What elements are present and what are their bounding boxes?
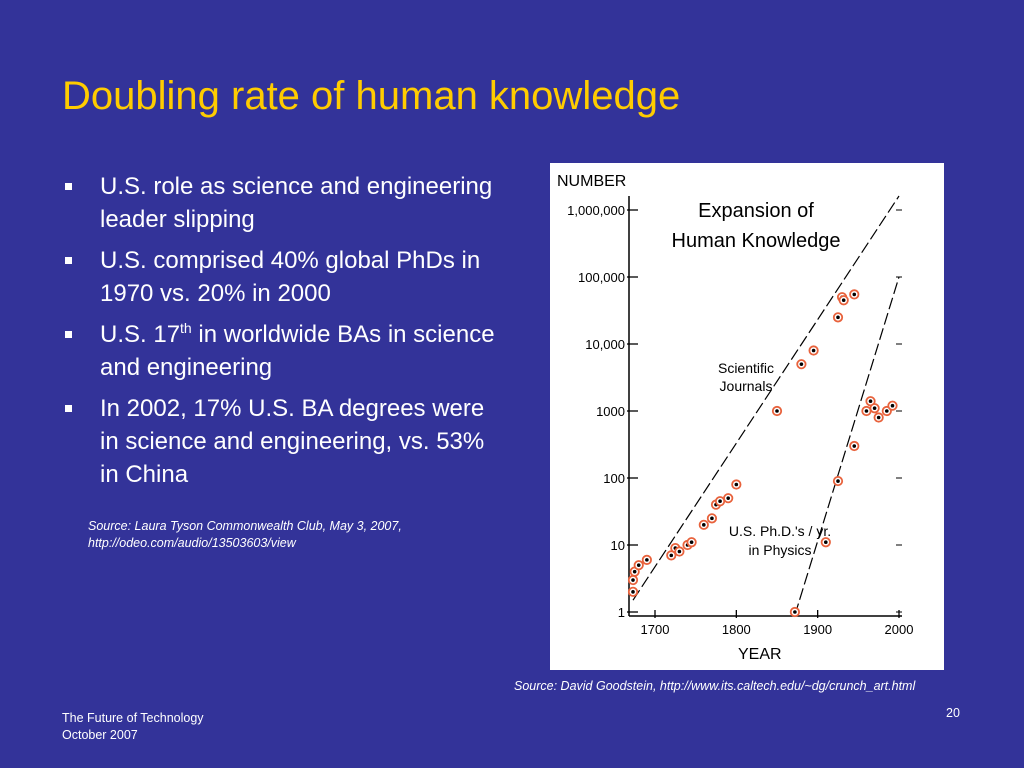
journals-data-point-center [734, 482, 739, 487]
series-label-phds: in Physics [748, 542, 811, 558]
y-tick-label: 100,000 [578, 270, 625, 285]
y-axis-label: NUMBER [557, 173, 626, 190]
series-label-journals: Journals [720, 378, 773, 394]
journals-data-point-center [836, 315, 840, 320]
journals-data-point-center [852, 292, 857, 297]
source-citation-url: http://odeo.com/audio/13503603/view [88, 536, 296, 550]
series-label-phds: U.S. Ph.D.'s / yr. [729, 523, 831, 539]
journals-data-point-center [631, 590, 635, 594]
square-bullet-icon [65, 405, 72, 412]
journals-data-point-center [677, 549, 682, 554]
square-bullet-icon [65, 331, 72, 338]
journals-data-point-center [726, 496, 730, 500]
x-tick-label: 1900 [803, 622, 832, 637]
footer-title: The Future of Technology [62, 711, 204, 725]
phds-data-point-center [824, 540, 828, 545]
source-citation: Source: Laura Tyson Commonwealth Club, M… [88, 518, 468, 552]
slide-title: Doubling rate of human knowledge [62, 74, 681, 118]
bullet-text-prefix: U.S. 17 [100, 321, 181, 348]
bullet-text: U.S. comprised 40% global PhDs in 1970 v… [100, 247, 481, 307]
y-tick-label: 10 [611, 538, 625, 553]
chart-source-citation: Source: David Goodstein, http://www.its.… [514, 679, 916, 693]
bullet-text: U.S. role as science and engineering lea… [100, 173, 493, 233]
x-tick-label: 2000 [885, 622, 914, 637]
journals-data-point-center [841, 298, 846, 303]
chart-svg: NUMBER YEAR Expansion of Human Knowledge… [557, 173, 914, 663]
journals-data-point-center [631, 578, 635, 582]
chart-title-line: Expansion of [698, 200, 814, 222]
bullet-item: U.S. comprised 40% global PhDs in 1970 v… [62, 244, 502, 310]
page-number: 20 [946, 706, 960, 720]
journals-data-point-center [811, 348, 816, 353]
bullet-text: In 2002, 17% U.S. BA degrees were in sci… [100, 395, 485, 488]
journals-data-point-center [669, 553, 674, 558]
y-tick-label: 1 [618, 605, 625, 620]
journals-data-point-center [645, 558, 649, 562]
phds-data-point-center [876, 415, 881, 420]
phds-data-point-center [793, 610, 797, 614]
journals-data-point-center [799, 362, 804, 366]
y-tick-label: 10,000 [585, 337, 625, 352]
journals-data-point-center [636, 563, 641, 567]
y-tick-label: 100 [603, 471, 625, 486]
source-citation-line: Source: Laura Tyson Commonwealth Club, M… [88, 519, 402, 533]
series-label-journals: Scientific [718, 360, 774, 376]
journals-trend-line [632, 195, 900, 601]
journals-data-point-center [702, 523, 706, 527]
phds-data-point-center [885, 409, 889, 413]
y-tick-label: 1,000,000 [567, 203, 625, 218]
square-bullet-icon [65, 257, 72, 264]
knowledge-chart: NUMBER YEAR Expansion of Human Knowledge… [550, 163, 944, 670]
journals-data-point-center [775, 409, 779, 413]
phds-data-point-center [868, 399, 873, 404]
bullet-list: U.S. role as science and engineering lea… [62, 170, 502, 499]
footer: The Future of Technology October 2007 [62, 710, 204, 744]
phds-data-point-center [872, 406, 877, 411]
bullet-item: In 2002, 17% U.S. BA degrees were in sci… [62, 392, 502, 491]
journals-data-point-center [710, 516, 714, 521]
chart-title-line: Human Knowledge [672, 230, 841, 252]
ordinal-superscript: th [180, 320, 192, 336]
bullet-item: U.S. role as science and engineering lea… [62, 170, 502, 236]
journals-data-point-center [718, 499, 722, 504]
x-axis-label: YEAR [738, 646, 782, 663]
phds-trend-line [794, 276, 900, 616]
journals-data-point-center [632, 569, 637, 574]
bullet-text-suffix: in worldwide BAs in science and engineer… [100, 321, 495, 381]
phds-data-point-center [890, 403, 895, 408]
phds-data-point-center [836, 479, 840, 483]
bullet-item: U.S. 17th in worldwide BAs in science an… [62, 318, 502, 384]
journals-data-point-center [689, 540, 694, 545]
footer-date: October 2007 [62, 728, 138, 742]
x-tick-label: 1700 [641, 622, 670, 637]
y-tick-label: 1000 [596, 404, 625, 419]
phds-data-point-center [864, 409, 869, 413]
x-tick-label: 1800 [722, 622, 751, 637]
square-bullet-icon [65, 183, 72, 190]
phds-data-point-center [852, 444, 857, 448]
